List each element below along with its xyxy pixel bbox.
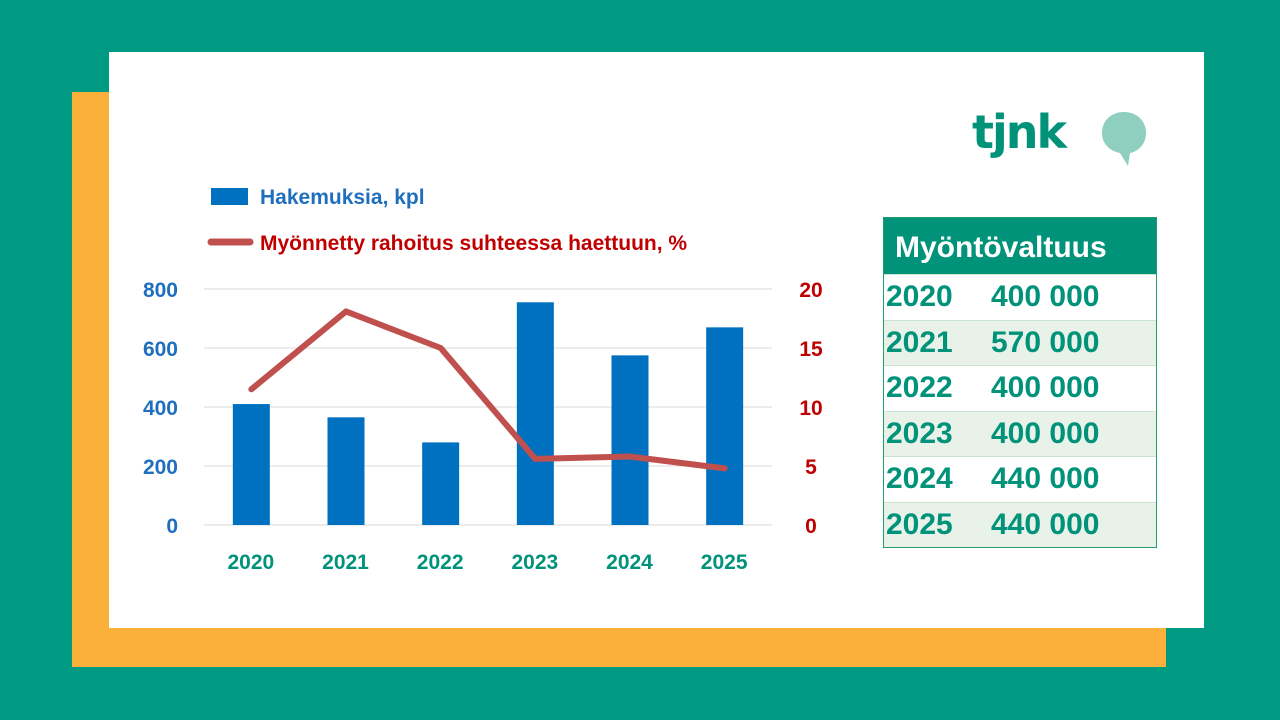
table-cell-year: 2022 xyxy=(886,371,953,405)
category-tick-label: 2023 xyxy=(511,551,558,574)
left-tick-label: 0 xyxy=(166,515,178,538)
table-cell-amount: 400 000 xyxy=(991,280,1100,314)
bar-series xyxy=(232,302,744,525)
table-cell-amount: 440 000 xyxy=(991,507,1100,541)
table-row: 2021 570 000 xyxy=(884,319,1156,365)
left-tick-label: 600 xyxy=(143,338,178,361)
table-cell-amount: 400 000 xyxy=(991,371,1100,405)
left-tick-label: 800 xyxy=(143,279,178,302)
line-series-path xyxy=(248,308,728,472)
right-tick-label: 0 xyxy=(805,515,817,538)
table-row: 2022 400 000 xyxy=(884,365,1156,411)
category-tick-label: 2020 xyxy=(227,551,274,574)
legend-line-label: Myönnetty rahoitus suhteessa haettuun, % xyxy=(260,232,687,255)
right-tick-label: 5 xyxy=(805,456,817,479)
speech-bubble-icon xyxy=(1102,112,1146,166)
tjnk-logo: tjnk xyxy=(972,106,1152,170)
bar-2022 xyxy=(422,442,460,525)
table-cell-amount: 440 000 xyxy=(991,462,1100,496)
table-row: 2023 400 000 xyxy=(884,410,1156,456)
left-axis-ticks: 0 200 400 600 800 xyxy=(143,279,178,538)
line-series xyxy=(248,308,728,472)
table-row: 2020 400 000 xyxy=(884,274,1156,320)
category-tick-label: 2021 xyxy=(322,551,369,574)
right-tick-label: 15 xyxy=(799,338,823,361)
right-axis-ticks: 0 5 10 15 20 xyxy=(799,279,823,538)
legend: Hakemuksia, kpl Myönnetty rahoitus suhte… xyxy=(207,186,687,255)
table-cell-year: 2020 xyxy=(886,280,953,314)
table-header: Myöntövaltuus xyxy=(884,218,1156,274)
table-cell-year: 2023 xyxy=(886,416,953,450)
bar-2023 xyxy=(516,302,554,525)
category-tick-label: 2024 xyxy=(606,551,653,574)
table-cell-year: 2025 xyxy=(886,507,953,541)
bar-2024 xyxy=(611,355,649,525)
funding-table: Myöntövaltuus 2020 400 000 2021 570 000 2022… xyxy=(883,217,1157,548)
legend-bar-swatch xyxy=(211,188,248,205)
table-cell-amount: 400 000 xyxy=(991,416,1100,450)
right-tick-label: 10 xyxy=(799,397,822,420)
category-axis-ticks: 2020 2021 2022 2023 2024 2025 xyxy=(227,551,747,574)
category-tick-label: 2025 xyxy=(701,551,748,574)
right-tick-label: 20 xyxy=(799,279,822,302)
table-body: 2020 400 000 2021 570 000 2022 400 000 2023 400… xyxy=(884,274,1156,547)
category-tick-label: 2022 xyxy=(417,551,464,574)
left-tick-label: 200 xyxy=(143,456,178,479)
table-cell-year: 2021 xyxy=(886,325,953,359)
table-cell-amount: 570 000 xyxy=(991,325,1100,359)
table-row: 2025 440 000 xyxy=(884,501,1156,547)
logo-wordmark: tjnk xyxy=(972,105,1067,159)
legend-bar-label: Hakemuksia, kpl xyxy=(260,186,425,209)
table-cell-year: 2024 xyxy=(886,462,953,496)
bar-2025 xyxy=(706,327,744,525)
bar-2021 xyxy=(327,417,365,525)
table-row: 2024 440 000 xyxy=(884,456,1156,502)
left-tick-label: 400 xyxy=(143,397,178,420)
bar-2020 xyxy=(232,404,270,525)
